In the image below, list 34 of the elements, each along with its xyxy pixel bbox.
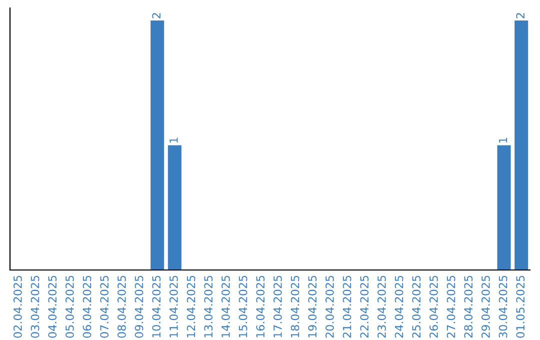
x-tick-label: 11.04.2025 bbox=[169, 276, 178, 338]
x-tick-label: 03.04.2025 bbox=[30, 276, 40, 338]
x-tick-label: 05.04.2025 bbox=[65, 276, 74, 338]
x-tick-label: 08.04.2025 bbox=[117, 276, 126, 338]
x-tick-label: 19.04.2025 bbox=[308, 276, 317, 338]
x-tick-label: 16.04.2025 bbox=[256, 276, 265, 338]
x-tick-label: 22.04.2025 bbox=[360, 276, 369, 338]
x-tick-label: 23.04.2025 bbox=[377, 276, 386, 338]
x-tick-label: 07.04.2025 bbox=[100, 276, 109, 338]
x-tick-label: 06.04.2025 bbox=[82, 276, 92, 338]
x-tick-label: 18.04.2025 bbox=[290, 276, 300, 338]
x-tick-label: 30.04.2025 bbox=[498, 276, 508, 338]
x-tick-label: 12.04.2025 bbox=[186, 276, 196, 338]
x-tick-label: 20.04.2025 bbox=[325, 276, 334, 338]
x-tick-label: 25.04.2025 bbox=[412, 276, 421, 338]
x-tick-label: 17.04.2025 bbox=[273, 276, 282, 338]
x-tick-label: 26.04.2025 bbox=[429, 276, 438, 338]
x-tick-label: 15.04.2025 bbox=[238, 276, 248, 338]
data-label: 2 bbox=[516, 13, 524, 18]
x-tick-label: 28.04.2025 bbox=[464, 276, 473, 338]
x-tick-label: 01.05.2025 bbox=[516, 276, 525, 338]
x-tick-label: 10.04.2025 bbox=[152, 276, 161, 338]
data-label: 1 bbox=[170, 138, 178, 143]
data-label: 1 bbox=[498, 138, 508, 143]
x-tick-label: 09.04.2025 bbox=[134, 276, 144, 338]
x-tick-label: 24.04.2025 bbox=[394, 276, 404, 338]
x-tick-label: 21.04.2025 bbox=[342, 276, 352, 338]
x-tick-label: 14.04.2025 bbox=[221, 276, 230, 338]
x-tick-label: 02.04.2025 bbox=[13, 276, 22, 338]
x-tick-label: 29.04.2025 bbox=[481, 276, 490, 338]
x-tick-label: 04.04.2025 bbox=[48, 276, 57, 338]
x-tick-label: 13.04.2025 bbox=[204, 276, 213, 338]
x-tick-label: 27.04.2025 bbox=[446, 276, 456, 338]
data-label: 2 bbox=[152, 13, 160, 18]
